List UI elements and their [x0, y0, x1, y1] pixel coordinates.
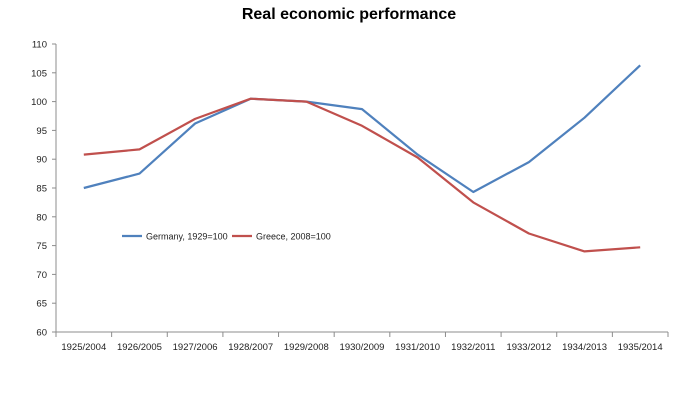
- x-tick-label: 1932/2011: [451, 342, 495, 353]
- y-tick-label: 95: [36, 126, 47, 137]
- y-tick-label: 75: [36, 241, 47, 252]
- y-axis-ticks: 60 65 70 75 80 85 90 95 100 105 110: [31, 40, 56, 339]
- x-tick-label: 1928/2007: [228, 342, 273, 353]
- x-tick-label: 1934/2013: [562, 342, 607, 353]
- x-tick-label: 1933/2012: [506, 342, 551, 353]
- y-tick-label: 65: [36, 299, 47, 310]
- series-line-greece: [83, 97, 641, 253]
- y-tick-label: 90: [36, 155, 47, 166]
- y-tick-label: 60: [36, 328, 47, 339]
- x-tick-label: 1929/2008: [284, 342, 329, 353]
- legend-label: Germany, 1929=100: [146, 232, 228, 242]
- y-tick-label: 105: [31, 68, 47, 79]
- chart-title: Real economic performance: [241, 6, 457, 23]
- x-tick-label: 1926/2005: [117, 342, 162, 353]
- y-tick-label: 70: [36, 270, 47, 281]
- axes: [55, 44, 668, 333]
- x-tick-label: 1930/2009: [340, 342, 385, 353]
- legend: Germany, 1929=100 Greece, 2008=100: [122, 232, 331, 242]
- y-tick-label: 80: [36, 212, 47, 223]
- series-line-germany: [83, 64, 641, 194]
- legend-label: Greece, 2008=100: [256, 232, 331, 242]
- x-tick-label: 1931/2010: [395, 342, 440, 353]
- y-tick-label: 110: [32, 40, 47, 51]
- x-tick-label: 1935/2014: [618, 342, 663, 353]
- y-tick-label: 85: [36, 184, 47, 195]
- x-axis-ticks: 1925/2004 1926/2005 1927/2006 1928/2007 1929…: [55, 332, 669, 353]
- y-tick-label: 100: [31, 97, 47, 108]
- x-tick-label: 1927/2006: [173, 342, 218, 353]
- series-lines: [83, 64, 641, 253]
- x-tick-label: 1925/2004: [61, 342, 106, 353]
